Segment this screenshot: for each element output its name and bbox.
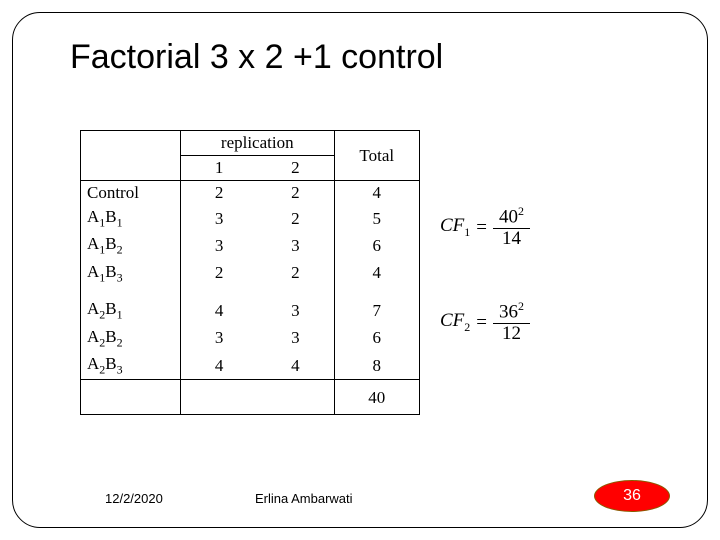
page-number-badge: 36: [594, 480, 670, 512]
header-replication: replication: [181, 131, 335, 156]
row-label: A2B2: [81, 325, 181, 352]
table-row: A1B3 2 2 4: [81, 260, 420, 287]
row-label: Control: [81, 181, 181, 206]
slide: Factorial 3 x 2 +1 control replication T…: [0, 0, 720, 540]
cell: 7: [334, 297, 419, 324]
cell: 2: [257, 260, 334, 287]
header-blank: [81, 131, 181, 181]
page-number: 36: [623, 487, 641, 505]
cell: 4: [334, 260, 419, 287]
row-label: A2B3: [81, 352, 181, 380]
cf1-label: CF1: [440, 215, 470, 240]
footer-date: 12/2/2020: [105, 491, 163, 506]
cell: 6: [334, 325, 419, 352]
header-total: Total: [334, 131, 419, 181]
cell: 4: [181, 352, 258, 380]
grand-total-row: 40: [81, 380, 420, 415]
footer-author: Erlina Ambarwati: [255, 491, 353, 506]
table-row: Control 2 2 4: [81, 181, 420, 206]
cell: 8: [334, 352, 419, 380]
formula-cf1: CF1 = 402 14: [440, 205, 530, 250]
table-row: A1B2 3 3 6: [81, 232, 420, 259]
cell: 2: [181, 260, 258, 287]
cell: 2: [257, 181, 334, 206]
page-title: Factorial 3 x 2 +1 control: [70, 38, 443, 77]
cell: 3: [257, 297, 334, 324]
table-row: A2B2 3 3 6: [81, 325, 420, 352]
cell: 4: [181, 297, 258, 324]
table-row: A2B1 4 3 7: [81, 297, 420, 324]
cf2-fraction: 362 12: [493, 300, 530, 345]
spacer-row: [81, 287, 420, 297]
header-col-1: 1: [181, 156, 258, 181]
cf2-label: CF2: [440, 310, 470, 335]
row-label: A1B2: [81, 232, 181, 259]
cell: 3: [257, 325, 334, 352]
cell: 6: [334, 232, 419, 259]
cell: 5: [334, 205, 419, 232]
cell: 3: [181, 205, 258, 232]
equals-sign: =: [476, 312, 487, 334]
cell: 3: [181, 232, 258, 259]
cell: 4: [334, 181, 419, 206]
formulas: CF1 = 402 14 CF2 = 362 12: [440, 205, 530, 395]
grand-total: 40: [334, 380, 419, 415]
equals-sign: =: [476, 217, 487, 239]
cell: 4: [257, 352, 334, 380]
cell: 3: [181, 325, 258, 352]
cell: 3: [257, 232, 334, 259]
formula-cf2: CF2 = 362 12: [440, 300, 530, 345]
data-table: replication Total 1 2 Control 2 2 4 A1B1…: [80, 130, 420, 415]
cell: 2: [257, 205, 334, 232]
row-label: A1B1: [81, 205, 181, 232]
table-row: A1B1 3 2 5: [81, 205, 420, 232]
cell: 2: [181, 181, 258, 206]
row-label: A1B3: [81, 260, 181, 287]
row-label: A2B1: [81, 297, 181, 324]
header-col-2: 2: [257, 156, 334, 181]
table-row: A2B3 4 4 8: [81, 352, 420, 380]
cf1-fraction: 402 14: [493, 205, 530, 250]
